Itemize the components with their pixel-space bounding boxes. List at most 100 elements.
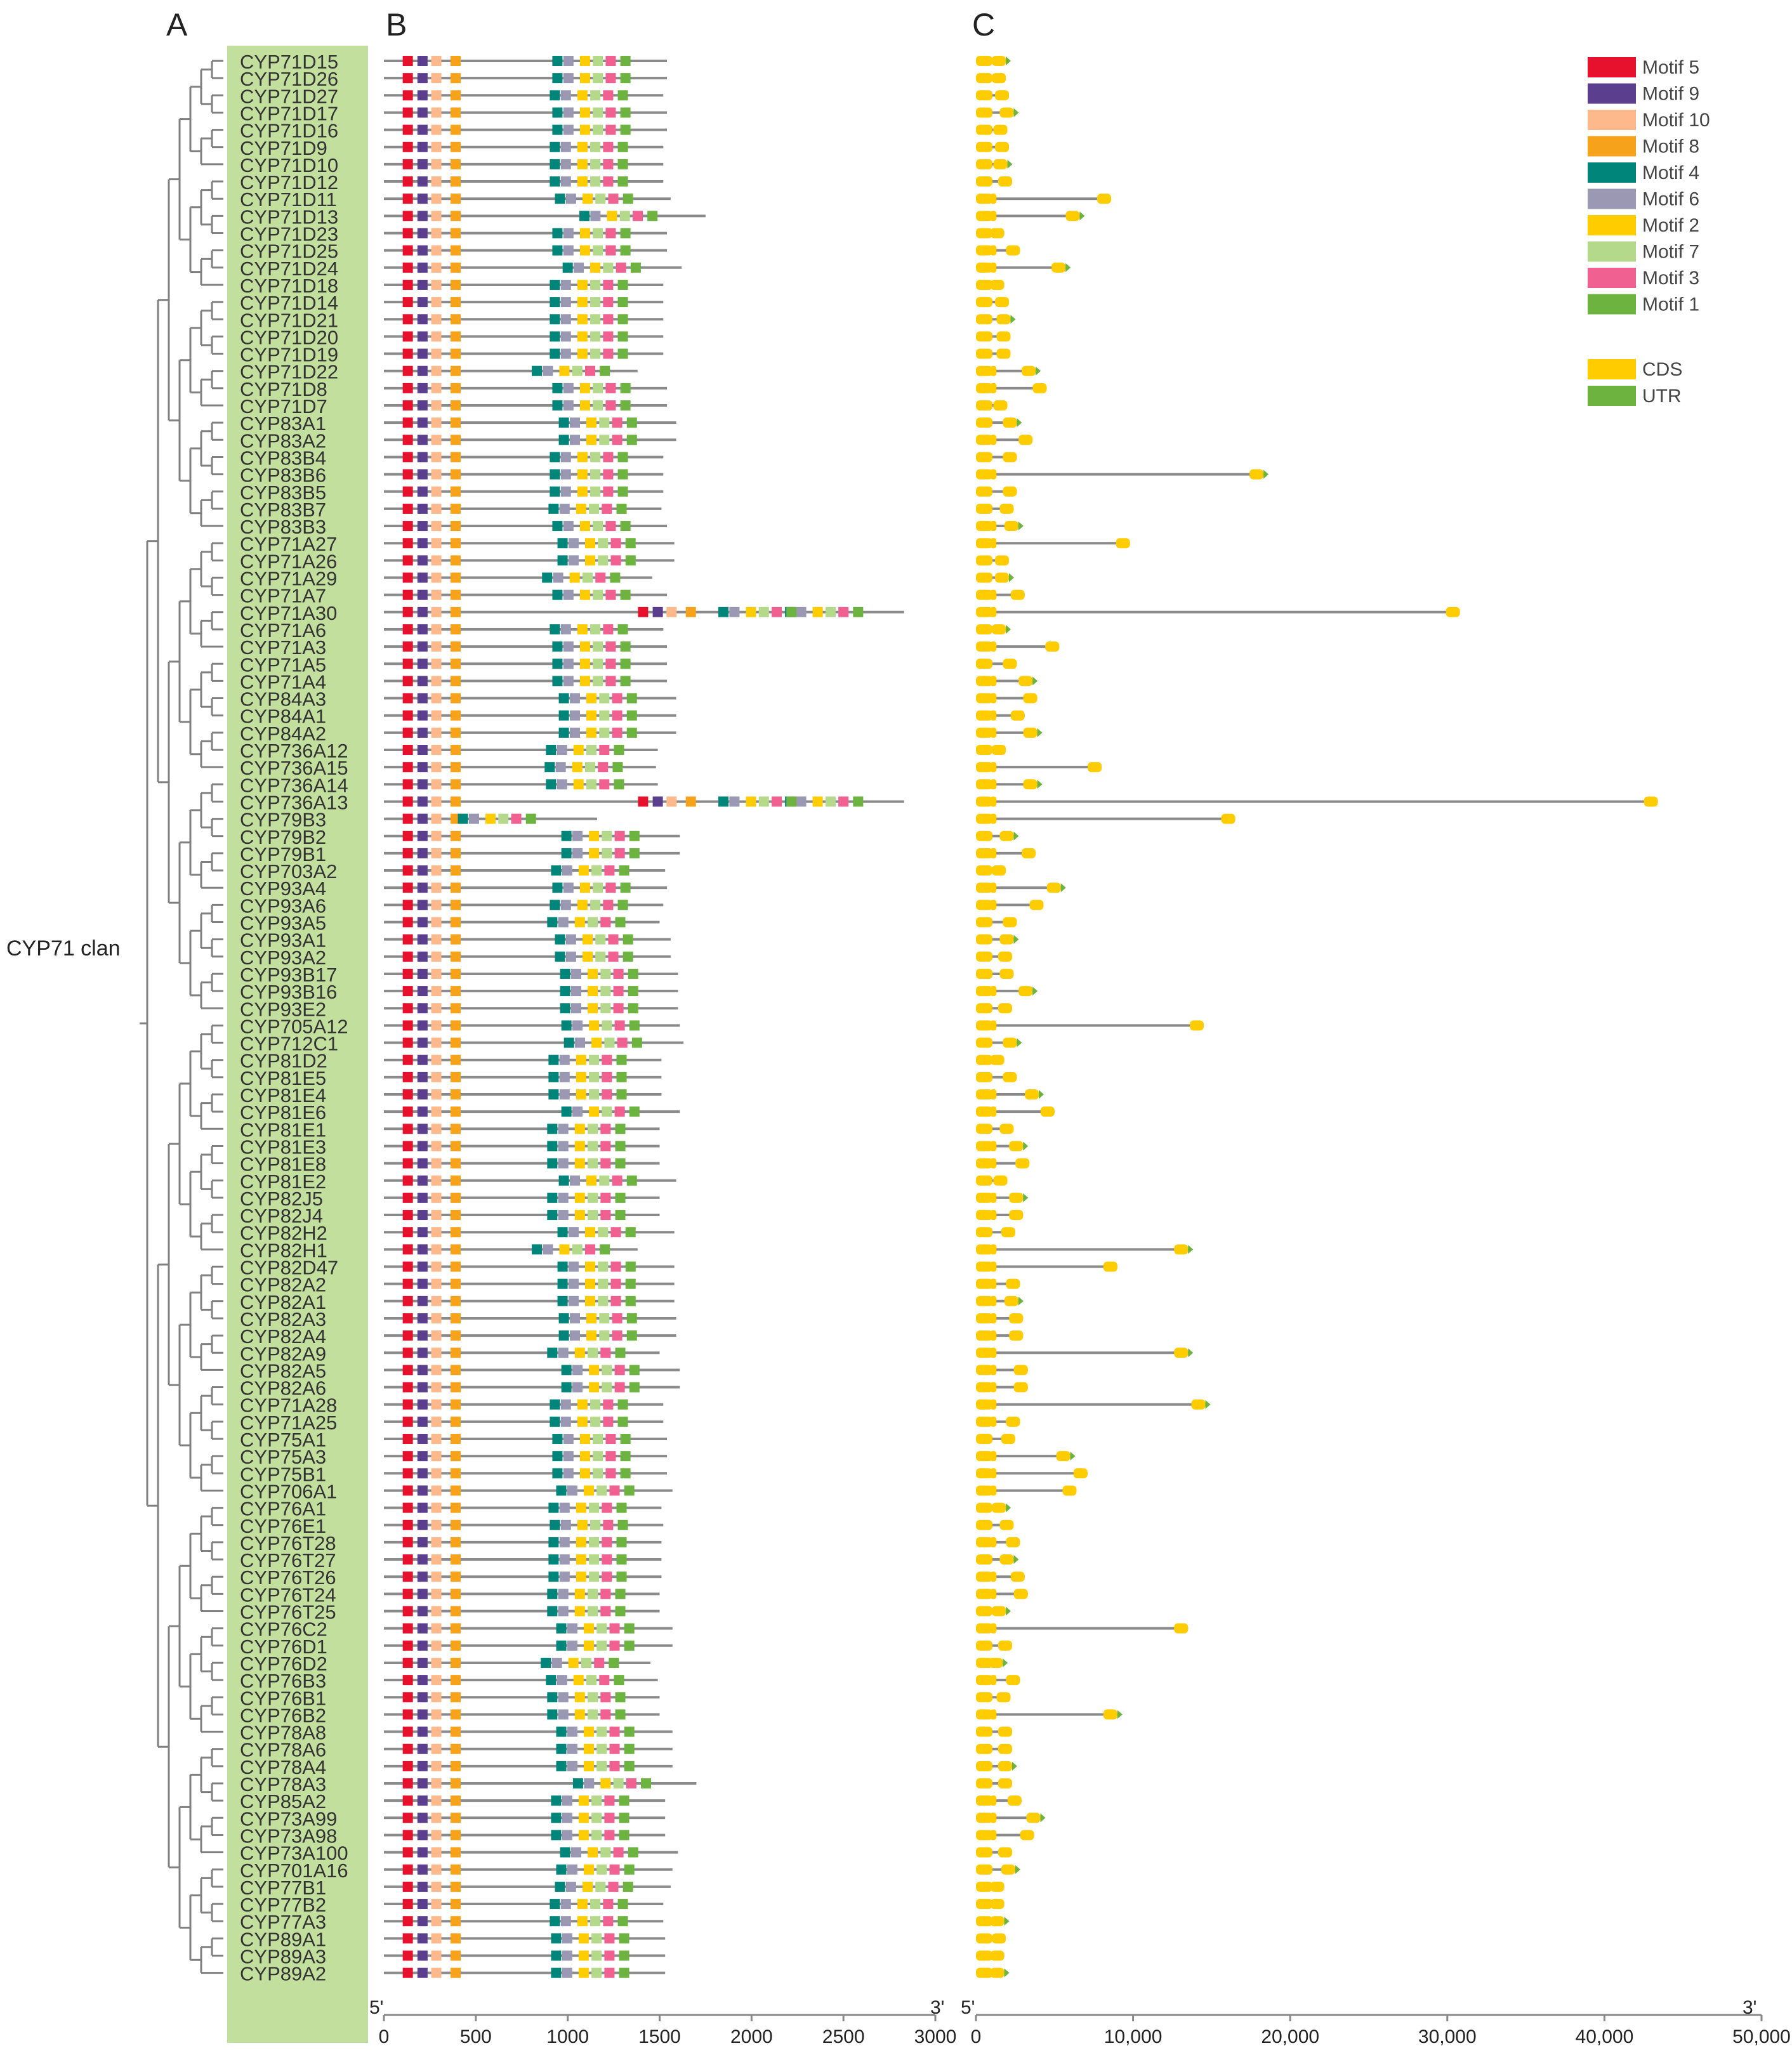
gene-name: CYP71D11 xyxy=(240,188,337,211)
cds-exon xyxy=(976,641,992,652)
cds-exon xyxy=(1249,469,1264,480)
motif-mark xyxy=(577,348,588,359)
motif-mark xyxy=(617,90,628,101)
cds-exon xyxy=(998,1778,1012,1788)
motif-mark xyxy=(431,1830,442,1840)
motif-mark xyxy=(431,572,442,583)
cds-exon xyxy=(990,1365,997,1375)
motif-mark xyxy=(402,194,413,204)
motif-mark xyxy=(605,521,616,532)
motif-mark xyxy=(431,365,442,376)
motif-mark xyxy=(431,503,442,514)
motif-mark xyxy=(596,1743,607,1754)
motif-mark xyxy=(567,1640,577,1651)
motif-mark xyxy=(431,865,442,876)
gene-name: CYP76B1 xyxy=(240,1687,326,1709)
motif-mark xyxy=(600,1709,611,1720)
motif-mark xyxy=(588,968,598,979)
motif-mark xyxy=(557,1278,568,1289)
motif-mark xyxy=(614,1106,625,1117)
motif-mark xyxy=(547,1589,558,1599)
motif-mark xyxy=(569,417,580,428)
legend-swatch xyxy=(1588,162,1636,183)
motif-mark xyxy=(613,1778,624,1788)
gene-name: CYP83B5 xyxy=(240,482,326,504)
motif-mark xyxy=(588,1589,598,1599)
motif-mark xyxy=(402,1244,413,1255)
motif-mark xyxy=(402,1554,413,1565)
gene-name: CYP71A3 xyxy=(240,636,326,659)
motif-mark xyxy=(615,1124,626,1134)
motif-mark xyxy=(417,1537,428,1547)
motif-mark xyxy=(431,986,442,997)
motif-mark xyxy=(450,1399,461,1410)
panel-label-a: A xyxy=(166,7,188,43)
motif-mark xyxy=(626,417,637,428)
motif-mark xyxy=(560,968,570,979)
motif-mark xyxy=(417,1451,428,1462)
motif-mark xyxy=(589,1502,600,1513)
cds-exon xyxy=(976,1244,992,1255)
motif-mark xyxy=(583,1623,594,1634)
motif-mark xyxy=(652,607,663,617)
cds-exon xyxy=(1001,1227,1015,1238)
motif-mark xyxy=(624,1640,635,1651)
motif-mark xyxy=(565,1881,576,1892)
motif-mark xyxy=(619,1967,629,1978)
motif-mark xyxy=(626,693,637,704)
motif-mark xyxy=(450,1330,461,1341)
motif-mark xyxy=(551,1657,562,1668)
motif-mark xyxy=(450,1261,461,1272)
motif-mark xyxy=(450,1899,461,1910)
motif-mark xyxy=(718,607,729,617)
gene-name: CYP82A2 xyxy=(240,1274,326,1296)
gene-name: CYP81E3 xyxy=(240,1136,326,1158)
motif-mark xyxy=(590,141,601,152)
motif-mark xyxy=(417,73,428,84)
motif-mark xyxy=(558,1124,569,1134)
motif-mark xyxy=(548,1502,559,1513)
cds-exon xyxy=(996,314,1011,325)
gene-name: CYP71A6 xyxy=(240,619,326,641)
cds-exon xyxy=(990,1089,997,1099)
motif-mark xyxy=(555,1881,565,1892)
cds-exon xyxy=(1004,521,1018,532)
gene-name: CYP71D14 xyxy=(240,292,338,314)
motif-mark xyxy=(614,1675,624,1686)
motif-mark xyxy=(599,745,610,755)
motif-mark xyxy=(431,813,442,824)
motif-mark xyxy=(431,1606,442,1617)
motif-mark xyxy=(417,572,428,583)
motif-mark xyxy=(609,1485,620,1496)
cds-exon xyxy=(1097,194,1111,204)
motif-mark xyxy=(551,1813,562,1823)
motif-mark xyxy=(450,1657,461,1668)
motif-mark xyxy=(450,796,461,807)
cds-exon xyxy=(976,1502,992,1513)
motif-mark xyxy=(547,1692,558,1703)
motif-mark xyxy=(570,1847,581,1858)
motif-mark xyxy=(628,968,638,979)
legend-label: Motif 10 xyxy=(1642,110,1710,131)
motif-mark xyxy=(620,107,631,118)
motif-mark xyxy=(579,589,590,600)
legend-swatch xyxy=(1588,359,1636,379)
motif-mark xyxy=(615,1210,626,1221)
cds-exon xyxy=(976,538,992,549)
motif-mark xyxy=(417,1054,428,1065)
gene-name: CYP712C1 xyxy=(240,1033,338,1055)
motif-mark xyxy=(402,1416,413,1427)
motif-mark xyxy=(614,830,625,841)
motif-mark xyxy=(431,1399,442,1410)
gene-name: CYP76T26 xyxy=(240,1566,336,1589)
utr-region xyxy=(1070,1452,1076,1461)
motif-mark xyxy=(617,279,628,290)
utr-region xyxy=(1117,1710,1123,1719)
cds-exon xyxy=(1029,900,1044,910)
motif-mark xyxy=(417,1313,428,1323)
motif-mark xyxy=(590,279,601,290)
motif-mark xyxy=(544,762,555,773)
motif-mark xyxy=(402,141,413,152)
motif-mark xyxy=(563,521,574,532)
motif-mark xyxy=(574,1124,585,1134)
